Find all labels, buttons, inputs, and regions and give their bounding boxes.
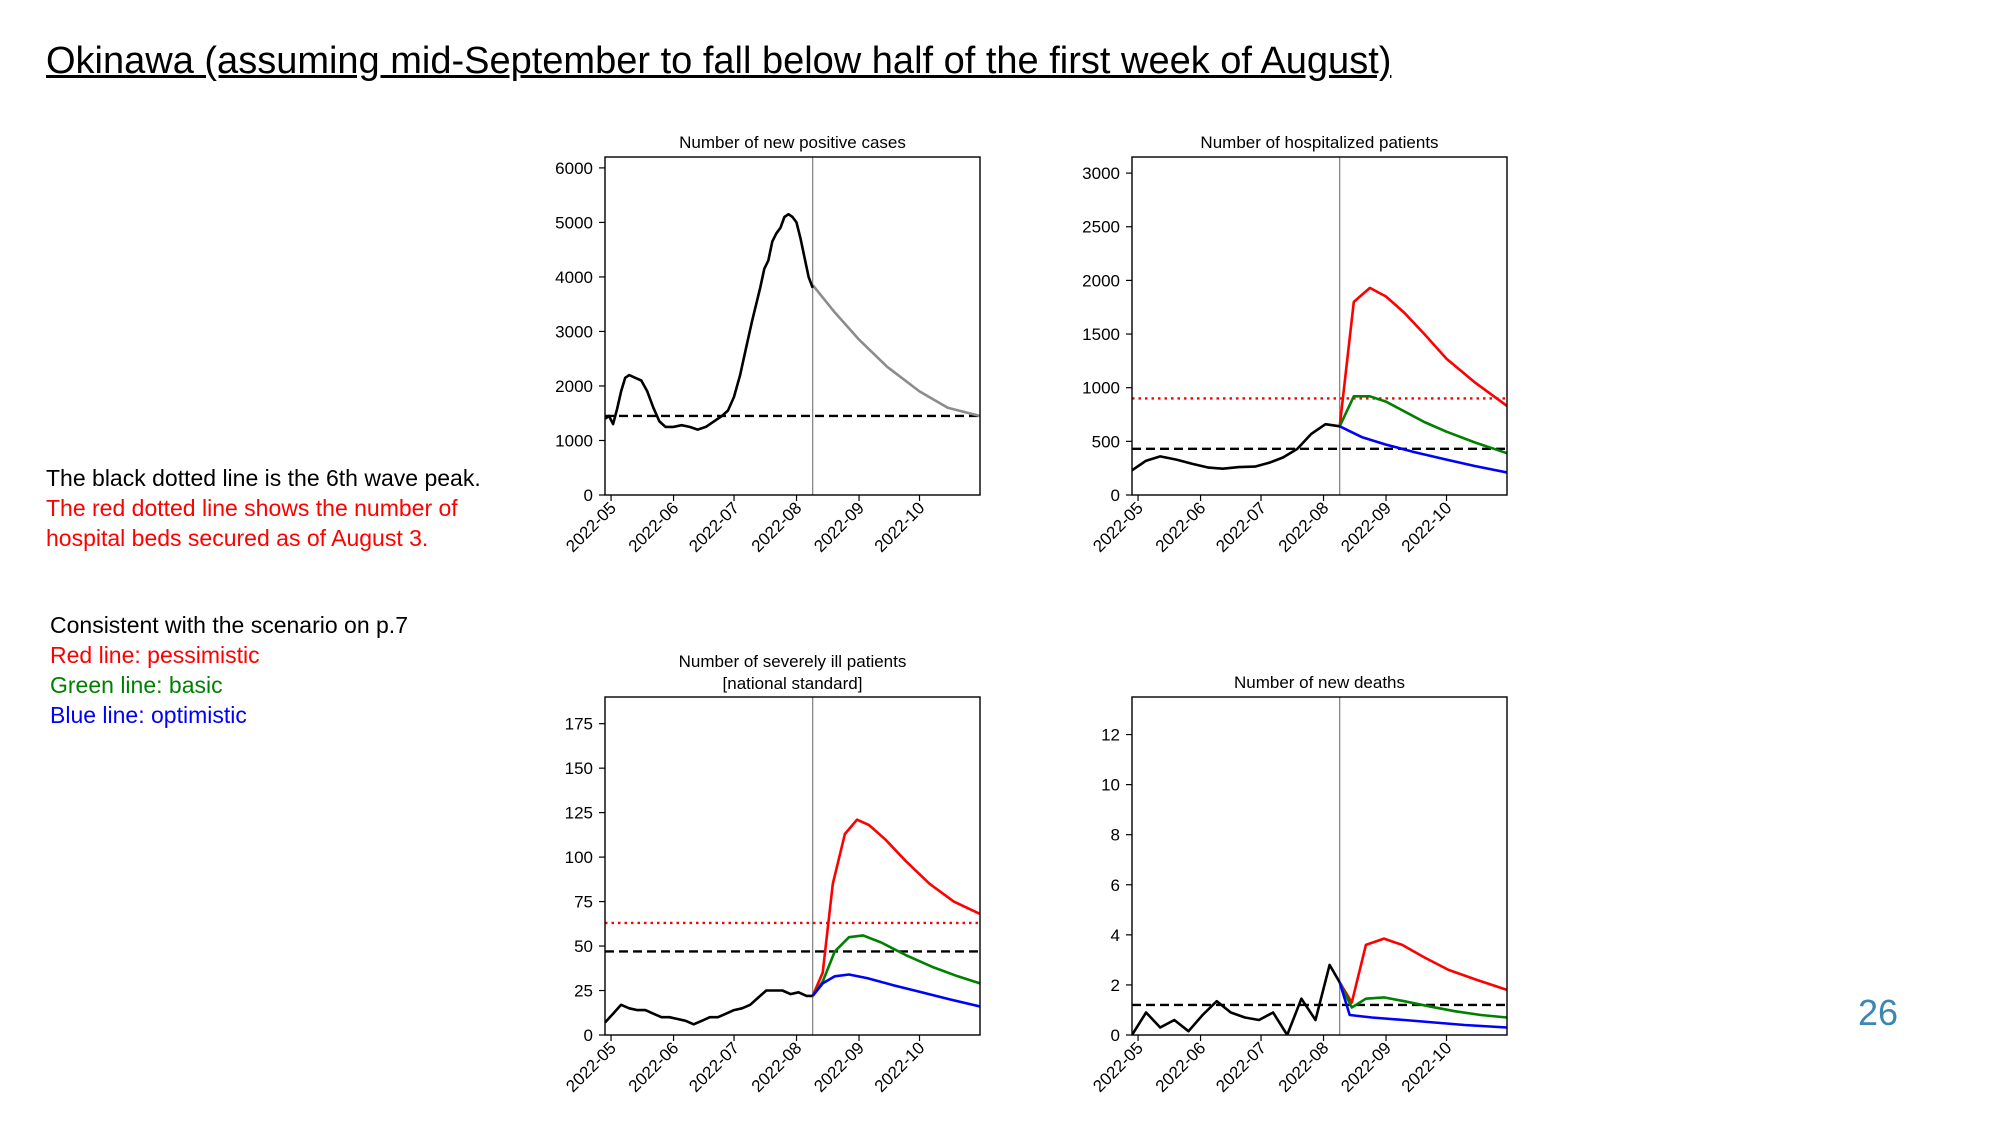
y-tick-label: 6 (1111, 876, 1120, 895)
y-tick-label: 4 (1111, 926, 1120, 945)
x-tick-label: 2022-05 (1089, 1038, 1147, 1096)
black-line-note: The black dotted line is the 6th wave pe… (46, 465, 481, 491)
scenario-legend: Consistent with the scenario on p.7 Red … (50, 610, 408, 730)
y-tick-label: 2000 (555, 377, 593, 396)
x-tick-label: 2022-09 (1337, 498, 1395, 556)
x-tick-label: 2022-07 (685, 1038, 743, 1096)
optimistic-series-line (1339, 425, 1507, 474)
y-tick-label: 10 (1101, 776, 1120, 795)
x-tick-label: 2022-10 (1398, 1038, 1456, 1096)
x-tick-label: 2022-08 (1275, 498, 1333, 556)
x-tick-label: 2022-07 (1212, 498, 1270, 556)
x-tick-label: 2022-05 (562, 1038, 620, 1096)
reference-line-notes: The black dotted line is the 6th wave pe… (46, 463, 481, 553)
y-tick-label: 1000 (555, 431, 593, 450)
y-tick-label: 75 (574, 893, 593, 912)
y-tick-label: 5000 (555, 213, 593, 232)
chart-2: Number of hospitalized patients 0 500 1000 1… (1082, 133, 1508, 556)
y-tick-label: 4000 (555, 268, 593, 287)
y-tick-label: 3000 (555, 322, 593, 341)
x-tick-label: 2022-08 (748, 1038, 806, 1096)
plot-frame (1131, 696, 1508, 1036)
scenario-red: Red line: pessimistic (50, 642, 260, 668)
red-line-note-1: The red dotted line shows the number of (46, 495, 458, 521)
y-tick-label: 500 (1092, 432, 1120, 451)
x-tick-label: 2022-08 (748, 498, 806, 556)
plot-area (1132, 697, 1507, 1035)
optimistic-series-line (1338, 982, 1507, 1029)
x-tick-label: 2022-10 (871, 1038, 929, 1096)
x-tick-label: 2022-06 (625, 498, 683, 556)
x-tick-label: 2022-09 (810, 1038, 868, 1096)
y-tick-label: 175 (565, 715, 593, 734)
x-tick-label: 2022-09 (1337, 1038, 1395, 1096)
observed-series-line (1132, 422, 1340, 472)
pessimistic-series-line (811, 818, 980, 997)
x-tick-label: 2022-09 (810, 498, 868, 556)
x-tick-label: 2022-10 (871, 498, 929, 556)
y-tick-label: 2000 (1082, 271, 1120, 290)
chart-title: Number of new deaths (1234, 673, 1405, 692)
scenario-green: Green line: basic (50, 672, 223, 698)
chart-subtitle: [national standard] (723, 674, 863, 693)
y-tick-label: 150 (565, 759, 593, 778)
y-tick-label: 1500 (1082, 325, 1120, 344)
x-tick-label: 2022-05 (1089, 498, 1147, 556)
y-tick-label: 3000 (1082, 164, 1120, 183)
observed-series-line (605, 212, 814, 431)
x-tick-label: 2022-07 (1212, 1038, 1270, 1096)
y-tick-label: 50 (574, 937, 593, 956)
scenario-blue: Blue line: optimistic (50, 702, 247, 728)
chart-3: Number of severely ill patients [national… (562, 652, 981, 1096)
x-tick-label: 2022-07 (685, 498, 743, 556)
observed-series-line (1132, 963, 1341, 1035)
y-tick-label: 8 (1111, 826, 1120, 845)
chart-title: Number of severely ill patients (679, 652, 907, 671)
slide-title: Okinawa (assuming mid-September to fall … (46, 40, 1392, 82)
red-line-note-2: hospital beds secured as of August 3. (46, 525, 429, 551)
chart-title: Number of new positive cases (679, 133, 906, 152)
page-number: 26 (1858, 992, 1899, 1033)
basic-series-line (811, 934, 980, 997)
y-tick-label: 6000 (555, 159, 593, 178)
plot-frame (604, 696, 981, 1036)
y-tick-label: 100 (565, 848, 593, 867)
basic-series-line (1338, 981, 1507, 1019)
y-tick-label: 0 (1111, 1026, 1120, 1045)
optimistic-series-line (811, 973, 980, 1008)
y-tick-label: 0 (1111, 486, 1120, 505)
plot-frame (604, 156, 981, 496)
y-tick-label: 12 (1101, 726, 1120, 745)
observed-series-line (605, 989, 813, 1026)
plot-area (605, 697, 980, 1035)
plot-area (1132, 157, 1507, 495)
pessimistic-series-line (1338, 937, 1507, 1004)
y-tick-label: 25 (574, 982, 593, 1001)
y-tick-label: 125 (565, 804, 593, 823)
x-tick-label: 2022-06 (625, 1038, 683, 1096)
scenario-heading: Consistent with the scenario on p.7 (50, 612, 408, 638)
plot-area (605, 157, 980, 495)
projection-series-line (811, 284, 980, 418)
x-tick-label: 2022-08 (1275, 1038, 1333, 1096)
y-tick-label: 2500 (1082, 218, 1120, 237)
y-tick-label: 2 (1111, 976, 1120, 995)
y-tick-label: 0 (584, 1026, 593, 1045)
y-tick-label: 1000 (1082, 379, 1120, 398)
basic-series-line (1338, 395, 1507, 455)
x-tick-label: 2022-10 (1398, 498, 1456, 556)
x-tick-label: 2022-06 (1152, 1038, 1210, 1096)
x-tick-label: 2022-05 (562, 498, 620, 556)
chart-title: Number of hospitalized patients (1200, 133, 1438, 152)
x-tick-label: 2022-06 (1152, 498, 1210, 556)
chart-1: Number of new positive cases 0 1000 2000 300… (555, 133, 981, 556)
plot-frame (1131, 156, 1508, 496)
y-tick-label: 0 (584, 486, 593, 505)
pessimistic-series-line (1338, 286, 1507, 427)
